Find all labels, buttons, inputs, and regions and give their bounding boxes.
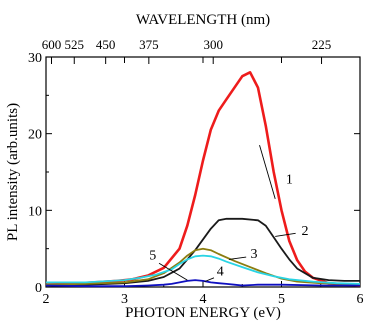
x-axis-ticks: 2 3 4 5 6	[43, 57, 364, 307]
series-label-2: 2	[302, 224, 309, 239]
y-axis-label: PL intensity (arb.units)	[5, 103, 21, 241]
x-tick-label: 6	[357, 292, 364, 307]
y-tick-label: 30	[28, 51, 42, 66]
top-tick-label: 300	[203, 37, 223, 52]
top-tick-label: 525	[65, 37, 85, 52]
y-tick-label: 0	[35, 281, 42, 296]
series-label-4: 4	[217, 265, 224, 280]
top-tick-label: 225	[312, 37, 332, 52]
series-line-1	[45, 71, 361, 287]
top-tick-label: 450	[96, 37, 116, 52]
label-leader-line	[158, 262, 188, 281]
series-label-5: 5	[149, 248, 156, 263]
top-tick-label: 600	[42, 37, 62, 52]
top-axis-label: WAVELENGTH (nm)	[136, 12, 270, 28]
series-labels: 1 2 3 4 5	[149, 145, 309, 283]
y-tick-label: 10	[28, 204, 42, 219]
series-label-3: 3	[251, 247, 258, 262]
series-line-2	[46, 217, 360, 286]
x-tick-label: 3	[121, 292, 128, 307]
top-tick-label: 375	[139, 37, 159, 52]
x-tick-label: 4	[200, 292, 207, 307]
series-lines	[45, 71, 361, 288]
series-line-4	[45, 279, 360, 288]
series-label-1: 1	[286, 173, 293, 188]
plot-frame	[45, 56, 361, 288]
series-line-5	[46, 254, 361, 285]
y-tick-label: 20	[28, 128, 42, 143]
x-tick-label: 2	[43, 292, 50, 307]
series-line-3	[45, 247, 360, 286]
label-leader-line	[259, 145, 276, 199]
label-leader-line	[204, 277, 215, 283]
top-axis-ticks: 600 525 450 375 300 225	[42, 37, 332, 64]
label-leader-line	[275, 232, 296, 237]
x-tick-label: 5	[278, 292, 285, 307]
x-axis-label: PHOTON ENERGY (eV)	[125, 305, 281, 321]
label-leader-line	[228, 256, 247, 260]
y-axis-ticks: 0 10 20 30	[28, 51, 360, 296]
